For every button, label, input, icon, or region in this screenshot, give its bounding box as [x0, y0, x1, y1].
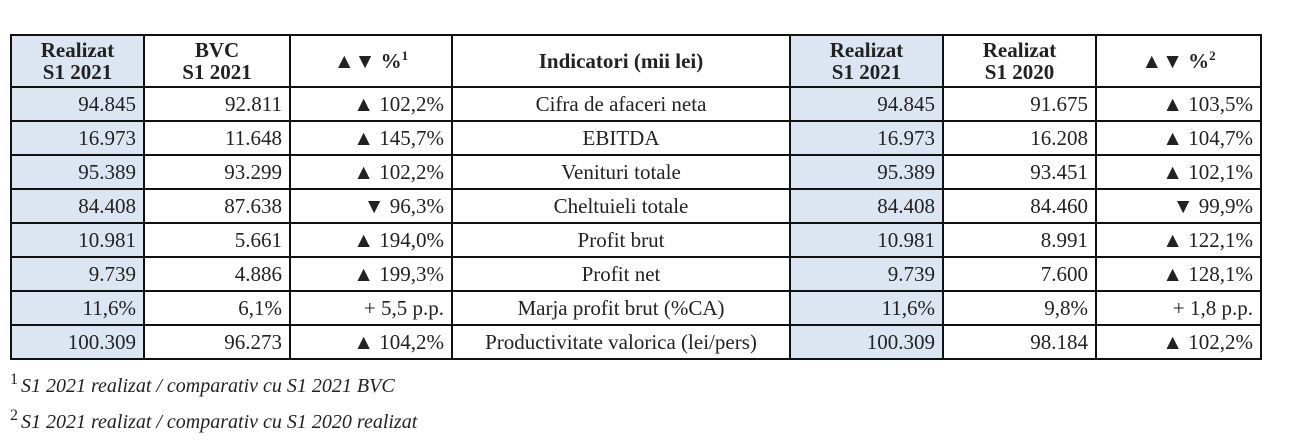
footnote-1-mark: 1	[10, 371, 18, 389]
cell-change-2020: ▼ 99,9%	[1095, 188, 1262, 224]
cell-bvc-2021: 93.299	[143, 154, 291, 190]
cell-realizat-2020: 9,8%	[942, 290, 1097, 326]
cell-bvc-2021: 92.811	[143, 86, 291, 122]
table-row: 9.739 4.886 ▲ 199,3% Profit net 9.739 7.…	[10, 256, 1262, 292]
cell-realizat-2021: 16.973	[789, 120, 944, 156]
header-indicatori: Indicatori (mii lei)	[451, 34, 791, 88]
cell-realizat-2021: 9.739	[789, 256, 944, 292]
cell-bvc-2021: 11.648	[143, 120, 291, 156]
cell-realizat-2021: 16.973	[10, 120, 145, 156]
cell-realizat-2021: 10.981	[10, 222, 145, 258]
cell-indicator: Cheltuieli totale	[451, 188, 791, 224]
cell-realizat-2021: 11,6%	[10, 290, 145, 326]
cell-realizat-2021: 95.389	[789, 154, 944, 190]
cell-change-2020: ▲ 102,2%	[1095, 324, 1262, 360]
footnote-2-mark: 2	[10, 407, 18, 425]
header-change-pct-bvc: ▲▼ %1	[289, 34, 453, 88]
cell-change-bvc: ▲ 102,2%	[289, 86, 453, 122]
cell-bvc-2021: 5.661	[143, 222, 291, 258]
cell-realizat-2021: 84.408	[789, 188, 944, 224]
cell-indicator: Productivitate valorica (lei/pers)	[451, 324, 791, 360]
cell-change-bvc: ▲ 145,7%	[289, 120, 453, 156]
cell-realizat-2021: 10.981	[789, 222, 944, 258]
cell-realizat-2021: 84.408	[10, 188, 145, 224]
footnote-ref-1: 1	[401, 48, 409, 63]
table-row: 100.309 96.273 ▲ 104,2% Productivitate v…	[10, 324, 1262, 360]
cell-bvc-2021: 4.886	[143, 256, 291, 292]
cell-indicator: Marja profit brut (%CA)	[451, 290, 791, 326]
footnote-ref-2: 2	[1209, 48, 1216, 63]
cell-indicator: Profit net	[451, 256, 791, 292]
table-row: 94.845 92.811 ▲ 102,2% Cifra de afaceri …	[10, 86, 1262, 122]
header-bvc-s1-2021: BVC S1 2021	[143, 34, 291, 88]
header-change-pct-2020: ▲▼ %2	[1095, 34, 1262, 88]
footnote-1-text: S1 2021 realizat / comparativ cu S1 2021…	[21, 375, 395, 397]
cell-bvc-2021: 87.638	[143, 188, 291, 224]
table-row: 16.973 11.648 ▲ 145,7% EBITDA 16.973 16.…	[10, 120, 1262, 156]
cell-change-bvc: ▼ 96,3%	[289, 188, 453, 224]
header-realizat-s1-2021-right: Realizat S1 2021	[789, 34, 944, 88]
cell-bvc-2021: 96.273	[143, 324, 291, 360]
header-realizat-s1-2020: Realizat S1 2020	[942, 34, 1097, 88]
cell-indicator: EBITDA	[451, 120, 791, 156]
cell-realizat-2020: 93.451	[942, 154, 1097, 190]
cell-realizat-2021: 95.389	[10, 154, 145, 190]
footnote-1: 1 S1 2021 realizat / comparativ cu S1 202…	[10, 372, 395, 398]
cell-indicator: Venituri totale	[451, 154, 791, 190]
cell-realizat-2020: 98.184	[942, 324, 1097, 360]
cell-change-bvc: ▲ 194,0%	[289, 222, 453, 258]
cell-realizat-2021: 94.845	[10, 86, 145, 122]
cell-change-2020: ▲ 104,7%	[1095, 120, 1262, 156]
table-row: 84.408 87.638 ▼ 96,3% Cheltuieli totale …	[10, 188, 1262, 224]
header-row: Realizat S1 2021 BVC S1 2021 ▲▼ %1 Indic…	[10, 34, 1262, 88]
cell-realizat-2020: 84.460	[942, 188, 1097, 224]
table-row: 10.981 5.661 ▲ 194,0% Profit brut 10.981…	[10, 222, 1262, 258]
header-realizat-s1-2021-left: Realizat S1 2021	[10, 34, 145, 88]
cell-realizat-2021: 9.739	[10, 256, 145, 292]
table-row: 11,6% 6,1% + 5,5 p.p. Marja profit brut …	[10, 290, 1262, 326]
cell-change-bvc: + 5,5 p.p.	[289, 290, 453, 326]
cell-indicator: Profit brut	[451, 222, 791, 258]
cell-realizat-2021: 94.845	[789, 86, 944, 122]
cell-realizat-2021: 100.309	[10, 324, 145, 360]
cell-change-bvc: ▲ 102,2%	[289, 154, 453, 190]
table-row: 95.389 93.299 ▲ 102,2% Venituri totale 9…	[10, 154, 1262, 190]
cell-change-bvc: ▲ 104,2%	[289, 324, 453, 360]
cell-realizat-2020: 16.208	[942, 120, 1097, 156]
cell-indicator: Cifra de afaceri neta	[451, 86, 791, 122]
cell-realizat-2020: 8.991	[942, 222, 1097, 258]
cell-change-2020: ▲ 122,1%	[1095, 222, 1262, 258]
footnote-2: 2 S1 2021 realizat / comparativ cu S1 202…	[10, 408, 418, 434]
cell-realizat-2021: 11,6%	[789, 290, 944, 326]
cell-change-2020: ▲ 102,1%	[1095, 154, 1262, 190]
cell-change-2020: ▲ 128,1%	[1095, 256, 1262, 292]
cell-change-bvc: ▲ 199,3%	[289, 256, 453, 292]
cell-bvc-2021: 6,1%	[143, 290, 291, 326]
cell-realizat-2020: 7.600	[942, 256, 1097, 292]
cell-change-2020: + 1,8 p.p.	[1095, 290, 1262, 326]
footnote-2-text: S1 2021 realizat / comparativ cu S1 2020…	[21, 411, 418, 433]
cell-realizat-2020: 91.675	[942, 86, 1097, 122]
cell-change-2020: ▲ 103,5%	[1095, 86, 1262, 122]
financial-indicators-table: Realizat S1 2021 BVC S1 2021 ▲▼ %1 Indic…	[10, 34, 1262, 360]
cell-realizat-2021: 100.309	[789, 324, 944, 360]
